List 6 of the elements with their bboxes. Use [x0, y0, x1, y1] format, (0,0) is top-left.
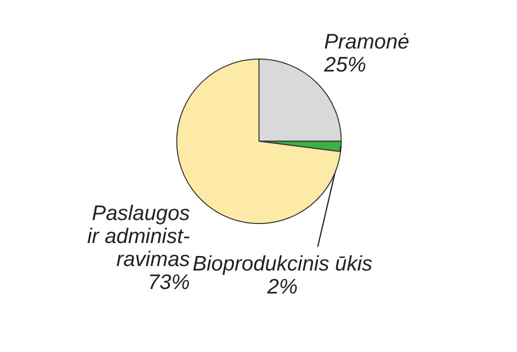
data-label: 73% — [148, 271, 190, 294]
data-label: 2% — [266, 276, 298, 299]
slice-label: Bioprodukcinis ūkis — [192, 252, 373, 276]
data-label: 25% — [323, 53, 366, 76]
slice-label: Pramonė — [324, 30, 410, 54]
slice-label: Paslaugos ir administ- ravimas — [87, 202, 190, 272]
